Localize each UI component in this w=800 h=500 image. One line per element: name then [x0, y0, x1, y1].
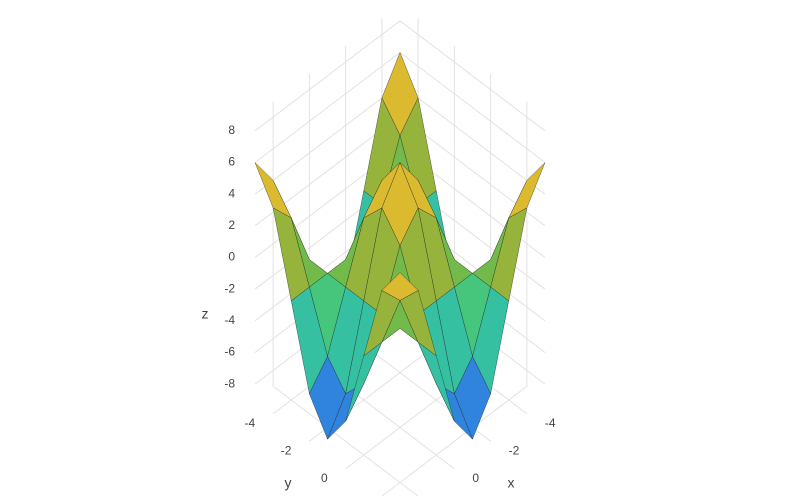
z-grid-line — [254, 20, 401, 132]
z-grid-line — [254, 52, 401, 163]
y-axis-title: y — [285, 475, 292, 491]
z-grid-line — [399, 52, 546, 163]
x-tick-label: -4 — [545, 416, 556, 430]
z-tick-label: 8 — [228, 123, 235, 137]
y-tick-label: -2 — [281, 443, 292, 457]
y-tick-label: -4 — [244, 416, 255, 430]
z-tick-label: 6 — [228, 155, 235, 169]
y-tick-label: 0 — [321, 471, 328, 485]
x-tick-label: 0 — [472, 471, 479, 485]
z-tick-label: 2 — [228, 218, 235, 232]
z-tick-label: -6 — [224, 345, 235, 359]
y-grid-line — [381, 385, 528, 497]
y-tick-label: 2 — [357, 498, 364, 500]
x-axis-title: x — [508, 475, 515, 491]
z-tick-label: 4 — [228, 186, 235, 200]
x-tick-label: -2 — [509, 443, 520, 457]
z-grid-line — [254, 83, 401, 195]
z-tick-label: -4 — [224, 313, 235, 327]
z-axis-title: z — [202, 306, 209, 322]
z-grid-line — [399, 83, 546, 195]
surface-cell — [381, 272, 419, 301]
z-grid-line — [399, 20, 546, 132]
z-tick-label: -8 — [224, 376, 235, 390]
z-tick-label: 0 — [228, 250, 235, 264]
z-tick-label: -2 — [224, 281, 235, 295]
x-tick-label: 2 — [436, 498, 443, 500]
x-grid-line — [272, 385, 419, 497]
